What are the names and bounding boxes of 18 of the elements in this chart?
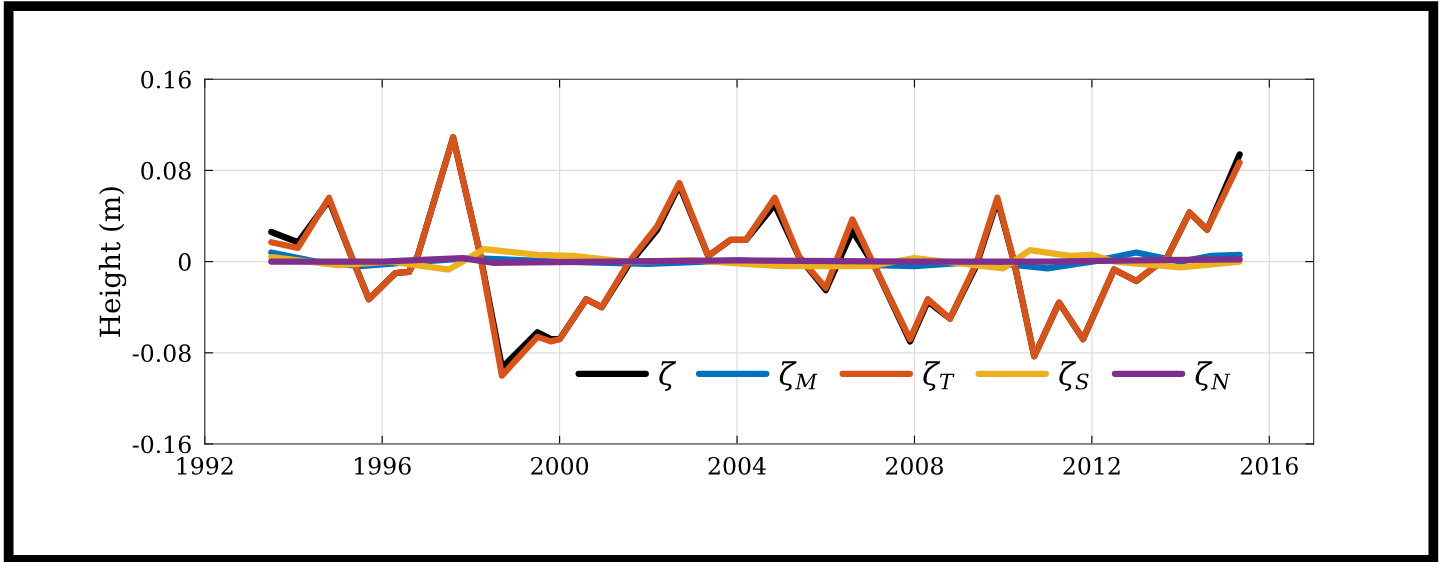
legend-label: ζ (659, 361, 677, 391)
x-tick-label: 2004 (708, 456, 766, 475)
y-tick-label: -0.08 (132, 344, 191, 363)
y-tick-label: 0.16 (141, 70, 191, 89)
legend-label: ζ$_{M}$ (779, 361, 818, 391)
legend-label: ζ$_{S}$ (1059, 361, 1089, 391)
y-tick-label: -0.16 (132, 435, 191, 454)
x-tick-label: 2000 (531, 456, 589, 475)
legend-label: ζ$_{T}$ (923, 361, 955, 391)
y-tick-label: 0.08 (141, 161, 191, 180)
x-tick-label: 1992 (177, 456, 233, 475)
y-tick-label: 0 (178, 253, 191, 271)
x-tick-label: 2008 (886, 456, 943, 475)
x-tick-label: 2016 (1240, 456, 1298, 475)
x-tick-label: 1996 (355, 456, 411, 475)
legend-label: ζ$_{N}$ (1195, 361, 1231, 391)
x-tick-label: 2012 (1063, 456, 1120, 475)
y-axis-title: Height (m) (98, 187, 127, 337)
